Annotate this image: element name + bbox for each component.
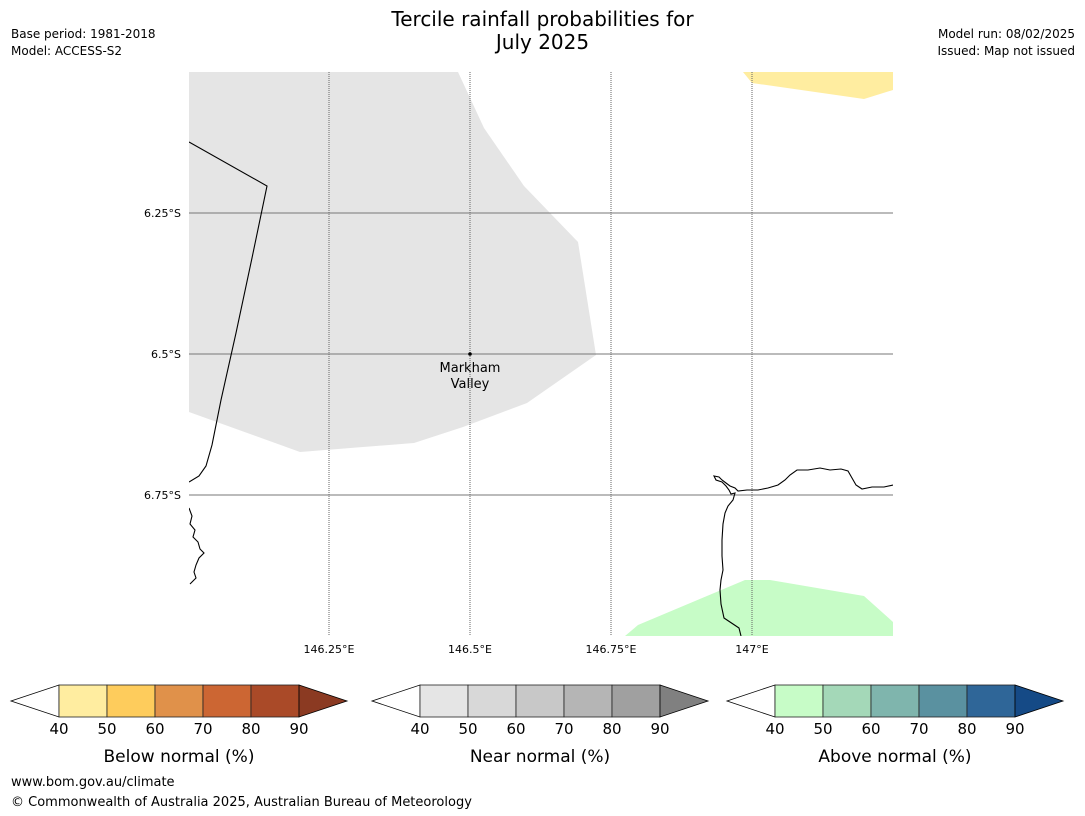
legend-tick-label: 80: [602, 720, 621, 738]
legend-label: Above normal (%): [818, 747, 971, 767]
legend-swatch: [918, 684, 968, 718]
legend-label: Below normal (%): [104, 747, 255, 767]
legend-swatch: [774, 684, 824, 718]
model-name: Model: ACCESS-S2: [11, 44, 123, 58]
legend-swatch: [58, 684, 108, 718]
map-title: Tercile rainfall probabilities for July …: [0, 8, 1085, 54]
legend-tick-label: 90: [650, 720, 669, 738]
place-label-line-2: Valley: [451, 377, 490, 392]
lat-label: 6.5°S: [151, 348, 181, 361]
coastline-huon-gulf: [713, 467, 893, 636]
legend-tick-label: 70: [554, 720, 573, 738]
legend-tick-label: 60: [145, 720, 164, 738]
footer-url[interactable]: www.bom.gov.au/climate: [11, 775, 175, 790]
legend-tick-label: 50: [458, 720, 477, 738]
model-info: Base period: 1981-2018 Model: ACCESS-S2: [11, 26, 156, 60]
lon-label: 147°E: [735, 643, 768, 656]
legend-tick-label: 60: [506, 720, 525, 738]
model-run: Model run: 08/02/2025: [937, 27, 1075, 41]
legend-arrow-low: [370, 684, 421, 718]
legend-tick-label: 50: [813, 720, 832, 738]
lat-labels: 6.25°S 6.5°S 6.75°S: [144, 207, 181, 502]
legend-arrow-low: [9, 684, 60, 718]
place-label-line-1: Markham: [440, 361, 501, 376]
legend-arrow-high: [659, 684, 710, 718]
title-line-1: Tercile rainfall probabilities for: [391, 7, 694, 31]
province-border: [189, 141, 268, 483]
near-normal-region: [189, 72, 596, 452]
legend-swatch: [202, 684, 252, 718]
legend-arrow-high: [298, 684, 349, 718]
near-normal-legend: 40 50 60 70 80 90 Near normal (%): [370, 684, 710, 767]
legend-swatch: [966, 684, 1016, 718]
legend-label: Near normal (%): [470, 747, 610, 767]
above-normal-region: [625, 580, 893, 636]
legend-tick-label: 50: [97, 720, 116, 738]
legend-arrow-low: [725, 684, 776, 718]
issued-status: Issued: Map not issued: [937, 44, 1075, 58]
legend-swatch: [515, 684, 565, 718]
legend-tick-label: 90: [289, 720, 308, 738]
legend-swatch: [611, 684, 661, 718]
legend-tick-label: 80: [241, 720, 260, 738]
lon-label: 146.25°E: [304, 643, 355, 656]
legend-swatch: [563, 684, 613, 718]
legend-tick-label: 80: [957, 720, 976, 738]
legend-swatch: [106, 684, 156, 718]
lon-label: 146.5°E: [448, 643, 492, 656]
base-period: Base period: 1981-2018: [11, 27, 156, 41]
legend-tick-label: 70: [909, 720, 928, 738]
legend-swatch: [250, 684, 300, 718]
legend-tick-label: 40: [410, 720, 429, 738]
lat-label: 6.25°S: [144, 207, 181, 220]
run-info: Model run: 08/02/2025 Issued: Map not is…: [937, 26, 1075, 60]
lon-label: 146.75°E: [586, 643, 637, 656]
legend-tick-label: 60: [861, 720, 880, 738]
legend-swatch: [154, 684, 204, 718]
lon-labels: 146.25°E 146.5°E 146.75°E 147°E: [304, 643, 769, 656]
legend-arrow-high: [1014, 684, 1065, 718]
below-normal-legend: 40 50 60 70 80 90 Below normal (%): [9, 684, 349, 767]
lat-gridlines: [189, 212, 893, 496]
below-normal-region: [743, 72, 893, 99]
footer-copyright: © Commonwealth of Australia 2025, Austra…: [11, 795, 472, 810]
legend-tick-label: 40: [49, 720, 68, 738]
title-line-2: July 2025: [495, 30, 590, 54]
legend-tick-label: 90: [1005, 720, 1024, 738]
lat-label: 6.75°S: [144, 489, 181, 502]
above-normal-legend: 40 50 60 70 80 90 Above normal (%): [725, 684, 1065, 767]
legend-tick-label: 40: [765, 720, 784, 738]
legend-tick-label: 70: [193, 720, 212, 738]
coastline-west: [189, 507, 205, 585]
map-panel: [189, 72, 893, 636]
place-marker: [468, 352, 472, 356]
legend-swatch: [419, 684, 469, 718]
legend-swatch: [870, 684, 920, 718]
legend-swatch: [822, 684, 872, 718]
legend-swatch: [467, 684, 517, 718]
coastlines: [189, 141, 893, 636]
